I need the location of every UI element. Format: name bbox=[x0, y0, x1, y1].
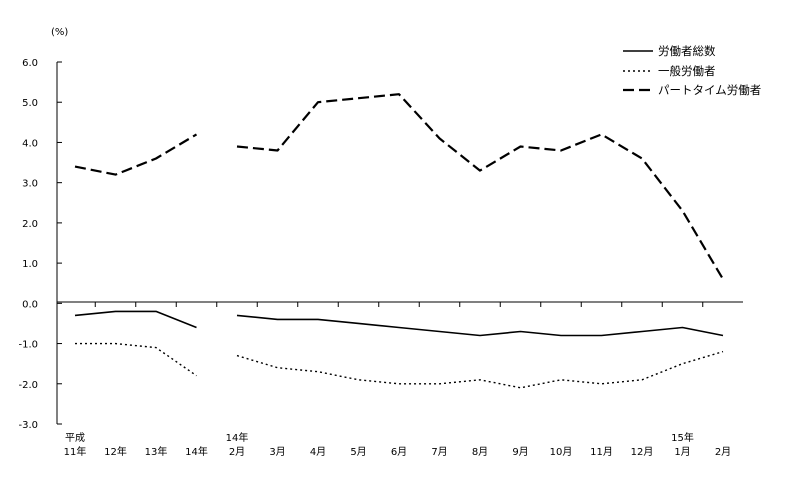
x-tick-label: 11月 bbox=[590, 446, 613, 458]
legend-label: パートタイム労働者 bbox=[658, 83, 761, 97]
series-1 bbox=[74, 310, 724, 337]
y-tick-label: 1.0 bbox=[22, 259, 38, 270]
x-tick-label: 6月 bbox=[391, 446, 407, 458]
x-tick-label: 9月 bbox=[512, 446, 528, 458]
x-tick-label: 3月 bbox=[269, 446, 285, 458]
x-tick-label: 5月 bbox=[350, 446, 366, 458]
x-tick-label: 10月 bbox=[550, 446, 573, 458]
x-tick-label: 2月 bbox=[229, 446, 245, 458]
y-tick-label: 5.0 bbox=[22, 98, 38, 109]
series-line bbox=[236, 93, 724, 280]
series-line bbox=[75, 342, 197, 377]
x-tick-label: 7月 bbox=[431, 446, 447, 458]
y-tick-label: 6.0 bbox=[22, 58, 38, 69]
series-line bbox=[74, 133, 198, 176]
x-tick-label: 平成 bbox=[65, 432, 85, 444]
x-tick-label: 13年 bbox=[145, 445, 168, 458]
series-line bbox=[236, 314, 724, 337]
series-line bbox=[236, 350, 724, 389]
x-tick-label: 15年 bbox=[671, 431, 694, 444]
x-tick-label: 1月 bbox=[674, 446, 690, 458]
x-tick-label: 2月 bbox=[715, 446, 731, 458]
y-tick-label: 3.0 bbox=[22, 179, 38, 190]
series-3 bbox=[74, 93, 724, 280]
series-2 bbox=[75, 342, 724, 389]
x-tick-label: 12年 bbox=[104, 445, 127, 458]
x-tick-label: 4月 bbox=[310, 446, 326, 458]
series-layer bbox=[74, 93, 724, 389]
y-tick-label: 4.0 bbox=[22, 138, 38, 149]
y-unit-label: (%) bbox=[51, 27, 68, 38]
y-tick-label: -3.0 bbox=[18, 420, 38, 431]
x-tick-label: 8月 bbox=[472, 446, 488, 458]
y-tick-label: 0.0 bbox=[22, 299, 38, 310]
y-tick-label: -2.0 bbox=[18, 380, 38, 391]
series-line bbox=[74, 310, 197, 329]
x-tick-label: 14年 bbox=[226, 431, 249, 444]
x-tick-label: 14年 bbox=[185, 445, 208, 458]
y-tick-label: 2.0 bbox=[22, 219, 38, 230]
x-tick-label: 12月 bbox=[631, 446, 654, 458]
y-tick-label: -1.0 bbox=[18, 340, 38, 351]
legend-label: 労働者総数 bbox=[658, 44, 716, 58]
x-tick-label: 11年 bbox=[64, 445, 87, 458]
legend-label: 一般労働者 bbox=[658, 64, 716, 78]
